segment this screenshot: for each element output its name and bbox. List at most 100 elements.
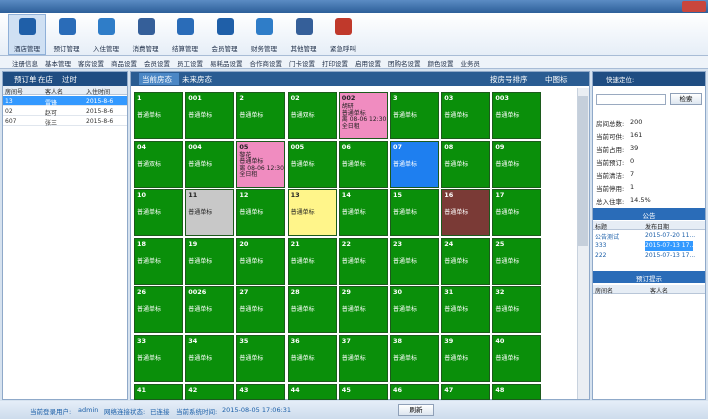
search-button[interactable]: 检索	[670, 93, 702, 105]
column-header[interactable]: 标题	[595, 224, 608, 231]
toolbar-icon[interactable]	[335, 18, 352, 35]
search-input[interactable]	[596, 94, 666, 105]
room-card[interactable]: 47	[441, 383, 491, 400]
submenu-item[interactable]: 会员设置	[144, 60, 170, 68]
tab[interactable]: 未来房态	[182, 75, 212, 84]
submenu-item[interactable]: 打印设置	[322, 60, 348, 68]
room-card[interactable]: 3 普通单标	[390, 92, 439, 139]
room-card[interactable]: 29 普通单标	[338, 286, 388, 334]
room-card[interactable]: 24 普通单标	[441, 237, 491, 285]
toolbar-icon[interactable]	[177, 18, 194, 35]
room-card[interactable]: 1 普通单标	[134, 92, 183, 139]
room-card[interactable]: 07 普通单标	[390, 140, 439, 188]
room-card[interactable]: 36 普通单标	[287, 335, 337, 382]
room-card[interactable]: 42	[185, 383, 235, 400]
tab[interactable]: 当前房态	[142, 75, 172, 84]
room-card[interactable]: 11 普通单标	[185, 189, 235, 237]
room-card[interactable]: 003 普通单标	[492, 92, 542, 139]
scroll-thumb[interactable]	[578, 96, 588, 246]
toolbar-label[interactable]: 入住管理	[93, 45, 119, 53]
tab[interactable]: 过时	[62, 75, 77, 84]
toolbar-label[interactable]: 消费管理	[132, 45, 159, 53]
refresh-button[interactable]: 刷新	[398, 404, 434, 416]
room-card[interactable]: 40 普通单标	[492, 335, 542, 382]
submenu-item[interactable]: 注册信息	[12, 60, 38, 68]
room-card[interactable]: 2 普通单标	[236, 92, 286, 139]
room-card[interactable]: 09 普通单标	[492, 140, 542, 188]
cell[interactable]: 公告测试	[595, 234, 620, 241]
room-card[interactable]: 06 普通单标	[338, 140, 388, 188]
toolbar-label[interactable]: 会员管理	[211, 45, 238, 53]
submenu-item[interactable]: 业务员	[460, 60, 481, 68]
room-card[interactable]: 28 普通单标	[287, 286, 337, 334]
room-card[interactable]: 13 普通单标	[287, 189, 337, 237]
room-card[interactable]: 03 普通单标	[441, 92, 491, 139]
room-card[interactable]: 25 普通单标	[492, 237, 542, 285]
room-card[interactable]: 46	[390, 383, 439, 400]
table-row[interactable]	[3, 96, 127, 106]
table-row[interactable]	[3, 106, 127, 116]
toolbar-label[interactable]: 财务管理	[251, 45, 277, 53]
column-header[interactable]: 入住时间	[86, 89, 111, 96]
room-card[interactable]: 35 普通单标	[236, 335, 286, 382]
room-card[interactable]: 15 普通单标	[390, 189, 439, 237]
room-card[interactable]: 22 普通单标	[338, 237, 388, 285]
room-card[interactable]: 10 普通单标	[134, 189, 183, 237]
toolbar-label[interactable]: 酒店管理	[14, 45, 40, 53]
table-row[interactable]	[3, 116, 127, 126]
column-header[interactable]: 客人名	[650, 288, 669, 295]
room-card[interactable]: 39 普通单标	[441, 335, 491, 382]
toolbar-icon[interactable]	[256, 18, 273, 35]
room-card[interactable]: 34 普通单标	[185, 335, 235, 382]
submenu-item[interactable]: 易耗品设置	[210, 60, 243, 68]
toolbar-icon[interactable]	[137, 18, 155, 35]
room-card[interactable]: 26 普通单标	[134, 286, 183, 334]
close-button[interactable]	[682, 1, 706, 12]
room-card[interactable]: 44	[287, 383, 337, 400]
room-card[interactable]: 20 普通单标	[236, 237, 286, 285]
room-card[interactable]: 48	[492, 383, 542, 400]
toolbar-label[interactable]: 结算管理	[172, 45, 198, 53]
submenu-item[interactable]: 团购名设置	[388, 60, 421, 68]
tab[interactable]: 预订单	[14, 75, 37, 84]
submenu-item[interactable]: 客房设置	[78, 60, 104, 68]
room-card[interactable]: 04 普通双标	[134, 140, 183, 188]
room-card[interactable]: 14 普通单标	[338, 189, 388, 237]
room-card[interactable]: 23 普通单标	[390, 237, 439, 285]
room-card[interactable]: 33 普通单标	[134, 335, 183, 382]
submenu-item[interactable]: 门卡设置	[289, 60, 315, 68]
option[interactable]: 中图标	[545, 75, 568, 84]
column-header[interactable]: 房间名	[595, 288, 614, 295]
toolbar-icon[interactable]	[19, 18, 36, 35]
submenu-item[interactable]: 商品设置	[111, 60, 137, 68]
toolbar-icon[interactable]	[98, 18, 115, 35]
room-card[interactable]: 45	[338, 383, 388, 400]
toolbar-label[interactable]: 紧急呼叫	[330, 45, 356, 53]
tab[interactable]: 在店	[38, 75, 53, 84]
column-header[interactable]: 发布日期	[645, 224, 670, 231]
room-card[interactable]: 16 普通单标	[441, 189, 491, 237]
column-header[interactable]: 客人名	[45, 89, 64, 96]
room-card[interactable]: 17 普通单标	[492, 189, 542, 237]
submenu-item[interactable]: 基本管理	[45, 60, 71, 68]
toolbar-label[interactable]: 预订管理	[53, 45, 80, 53]
room-card[interactable]: 002 胡研 普通单标离 08-06 12:30 全日租	[338, 92, 388, 139]
cell[interactable]: 2015-07-13 17...	[645, 252, 696, 259]
room-card[interactable]: 19 普通单标	[185, 237, 235, 285]
room-card[interactable]: 08 普通单标	[441, 140, 491, 188]
toolbar-icon[interactable]	[295, 18, 313, 35]
room-card[interactable]: 18 普通单标	[134, 237, 183, 285]
room-card[interactable]: 43	[236, 383, 286, 400]
room-card[interactable]: 27 普通单标	[236, 286, 286, 334]
toolbar-icon[interactable]	[58, 18, 76, 35]
option[interactable]: 按房号排序	[490, 75, 528, 84]
room-card[interactable]: 41	[134, 383, 183, 400]
toolbar-icon[interactable]	[216, 18, 234, 35]
toolbar-label[interactable]: 其他管理	[290, 45, 317, 53]
submenu-item[interactable]: 员工设置	[177, 60, 203, 68]
submenu-item[interactable]: 启用设置	[355, 60, 381, 68]
cell[interactable]: 222	[595, 252, 607, 259]
room-card[interactable]: 37 普通单标	[338, 335, 388, 382]
room-card[interactable]: 32 普通单标	[492, 286, 542, 334]
room-card[interactable]: 004 普通单标	[185, 140, 235, 188]
